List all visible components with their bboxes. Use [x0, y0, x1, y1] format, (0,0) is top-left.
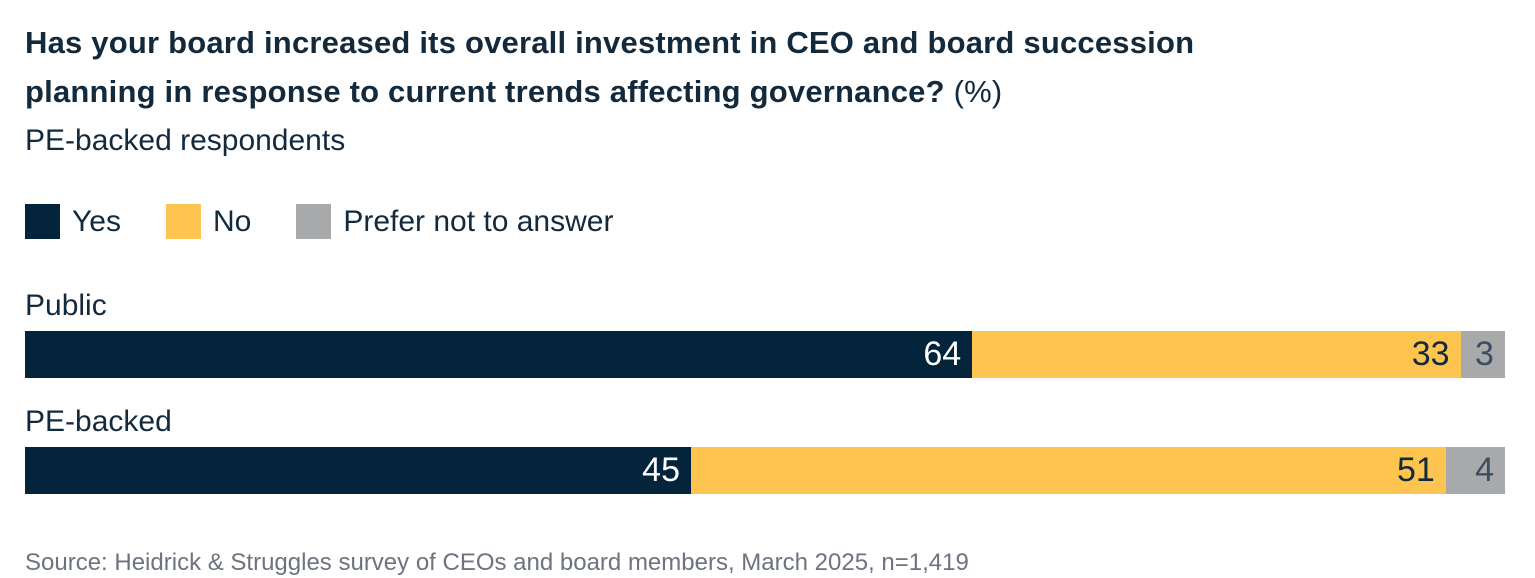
chart-title: Has your board increased its overall inv… [25, 18, 1505, 116]
source-note: Source: Heidrick & Struggles survey of C… [25, 549, 969, 576]
chart-title-line2: planning in response to current trends a… [25, 67, 1505, 116]
bar-segment-pe-backed-no: 51 [691, 447, 1446, 494]
legend-item-prefer-not-to-answer: Prefer not to answer [296, 204, 613, 239]
row-label-pe-backed: PE-backed [25, 405, 172, 438]
bar-row-public: 64 33 3 [25, 331, 1505, 378]
title-percent-suffix: (%) [953, 74, 1003, 109]
chart-subtitle: PE-backed respondents [25, 124, 346, 157]
legend-item-no: No [165, 204, 252, 239]
bar-value-pe-backed-yes: 45 [642, 451, 680, 489]
bar-segment-pe-backed-yes: 45 [25, 447, 691, 494]
bar-value-public-no: 33 [1411, 335, 1450, 373]
legend-label-no: No [212, 204, 252, 238]
bar-row-pe-backed: 45 51 4 [25, 447, 1505, 494]
bar-segment-public-prefer-not-to-answer: 3 [1460, 331, 1505, 378]
legend-swatch-prefer-not-to-answer [296, 204, 332, 239]
legend-label-yes: Yes [72, 204, 121, 238]
row-label-public: Public [25, 289, 107, 322]
legend-label-prefer-not-to-answer: Prefer not to answer [343, 204, 614, 238]
chart-title-line2-text: planning in response to current trends a… [25, 74, 945, 109]
legend-item-yes: Yes [25, 204, 121, 239]
bar-segment-public-yes: 64 [25, 331, 973, 378]
bar-segment-pe-backed-prefer-not-to-answer: 4 [1445, 447, 1505, 494]
bar-value-pe-backed-no: 51 [1396, 451, 1435, 489]
bar-value-public-prefer-not-to-answer: 3 [1475, 335, 1494, 373]
bar-segment-public-no: 33 [972, 331, 1461, 378]
legend-swatch-yes [25, 204, 60, 239]
chart-title-line1: Has your board increased its overall inv… [25, 25, 1195, 60]
bar-value-public-yes: 64 [923, 335, 962, 373]
bar-value-pe-backed-prefer-not-to-answer: 4 [1475, 451, 1494, 489]
legend-swatch-no [165, 204, 201, 239]
bar-chart: Public 64 33 3 PE-backed 45 51 4 [25, 289, 1505, 494]
legend: Yes No Prefer not to answer [25, 204, 1505, 239]
